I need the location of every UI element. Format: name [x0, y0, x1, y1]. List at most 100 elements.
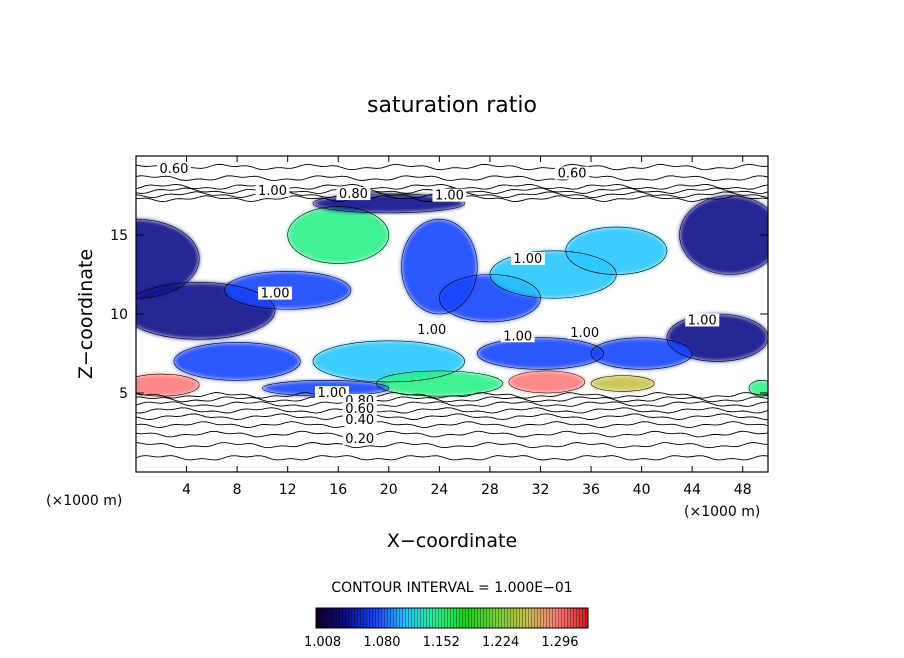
saturation-region [565, 227, 667, 275]
region-outline [679, 195, 768, 275]
region-outline [748, 380, 768, 397]
contour-label-bg [500, 329, 535, 343]
region-outline [224, 271, 352, 310]
contour-label: 1.00 [258, 184, 287, 199]
contour-label-bg [342, 401, 377, 415]
contour-label-bg [432, 188, 467, 202]
region-outline [476, 337, 604, 370]
contour-line [136, 430, 768, 438]
saturation-region [376, 370, 503, 397]
contour-line [136, 187, 768, 194]
x-tick-label: 32 [532, 482, 550, 498]
colorbar-tick-label: 1.224 [482, 635, 519, 650]
contour-label-bg [510, 251, 545, 265]
region-outline [401, 218, 478, 315]
contour-label: 0.80 [339, 187, 368, 202]
y-tick-label: 15 [110, 228, 128, 244]
contour-label-bg [156, 161, 191, 175]
saturation-region [508, 370, 585, 393]
contour-line [136, 407, 768, 414]
region-outline [312, 340, 465, 383]
region-outline [287, 206, 390, 264]
x-axis-label: X−coordinate [387, 530, 517, 552]
contour-label: 0.60 [159, 162, 188, 177]
contour-label-bg [258, 286, 293, 300]
contour-label: 1.00 [688, 313, 717, 328]
contour-line [136, 455, 768, 461]
saturation-region [477, 337, 604, 370]
contour-label-bg [555, 166, 590, 180]
saturation-region [749, 380, 768, 397]
colorbar-tick-label: 1.008 [304, 635, 341, 650]
x-tick-label: 48 [734, 482, 752, 498]
x-unit-right: (×1000 m) [684, 504, 760, 520]
colorbar-tick-label: 1.296 [541, 635, 578, 650]
region-outline [565, 226, 668, 275]
contour-line [136, 396, 768, 403]
y-tick-label: 10 [110, 307, 128, 323]
contour-label: 1.00 [417, 323, 446, 338]
x-tick-label: 36 [582, 482, 600, 498]
contour-label: 1.00 [435, 189, 464, 204]
contour-label: 0.20 [345, 432, 374, 447]
contour-lines-layer [136, 163, 768, 461]
contour-interval-note: CONTOUR INTERVAL = 1.000E−01 [331, 580, 572, 596]
region-outline [312, 193, 465, 214]
x-tick-label: 24 [430, 482, 448, 498]
contour-label: 0.40 [345, 413, 374, 428]
saturation-region [173, 342, 301, 381]
contour-label-bg [342, 413, 377, 427]
contour-label-bg [336, 187, 371, 201]
contour-label: 1.00 [503, 329, 532, 344]
contour-line [136, 442, 768, 449]
region-outline [136, 373, 200, 397]
saturation-region [591, 337, 693, 370]
contour-line [136, 175, 768, 181]
x-tick-label: 20 [380, 482, 398, 498]
contour-label: 1.00 [317, 386, 346, 401]
chart-title: saturation ratio [367, 93, 537, 118]
colorbar-tick-label: 1.080 [363, 635, 400, 650]
saturation-region [136, 219, 200, 299]
contour-line [136, 401, 768, 407]
contour-labels-layer: 0.60 0.60 1.00 0.80 1.00 1.00 1.00 1.00 1.00 1.00… [156, 161, 720, 447]
contour-line [136, 413, 768, 421]
x-tick-label: 40 [633, 482, 651, 498]
contour-label-bg [255, 183, 290, 197]
saturation-region [679, 195, 768, 275]
region-outline [590, 337, 693, 370]
region-outline [508, 370, 586, 394]
y-tick-label: 5 [119, 386, 128, 402]
region-outline [136, 282, 276, 340]
x-tick-label: 16 [329, 482, 347, 498]
x-tick-label: 8 [233, 482, 242, 498]
colorbar-tick-label: 1.152 [423, 635, 460, 650]
region-outline [173, 342, 301, 381]
x-axis-ticks: 4 8 12 16 20 24 28 32 36 40 44 48 [182, 156, 752, 498]
x-unit-left: (×1000 m) [46, 493, 122, 509]
contour-label-bg [342, 431, 377, 445]
contour-label: 1.00 [513, 252, 542, 267]
region-outline [590, 375, 655, 392]
y-axis-label: Z−coordinate [75, 249, 97, 379]
x-tick-label: 44 [683, 482, 701, 498]
colorbar-stripes [316, 608, 588, 628]
colorbar-tick-labels: 1.008 1.080 1.152 1.224 1.296 [304, 635, 579, 650]
x-tick-label: 4 [182, 482, 191, 498]
contour-line [136, 183, 768, 190]
x-tick-label: 28 [481, 482, 499, 498]
contour-label: 0.60 [558, 167, 587, 182]
x-tick-label: 12 [279, 482, 297, 498]
saturation-fill-layer [136, 193, 768, 397]
contour-line [136, 421, 768, 429]
contour-label-bg [314, 386, 349, 400]
contour-label-bg [567, 326, 602, 340]
saturation-region [136, 374, 200, 397]
contour-line [136, 163, 768, 171]
contour-label: 1.00 [261, 287, 290, 302]
contour-label-bg [685, 313, 720, 327]
y-axis-ticks: 5 10 15 [110, 228, 768, 402]
contour-label-bg [414, 322, 449, 336]
